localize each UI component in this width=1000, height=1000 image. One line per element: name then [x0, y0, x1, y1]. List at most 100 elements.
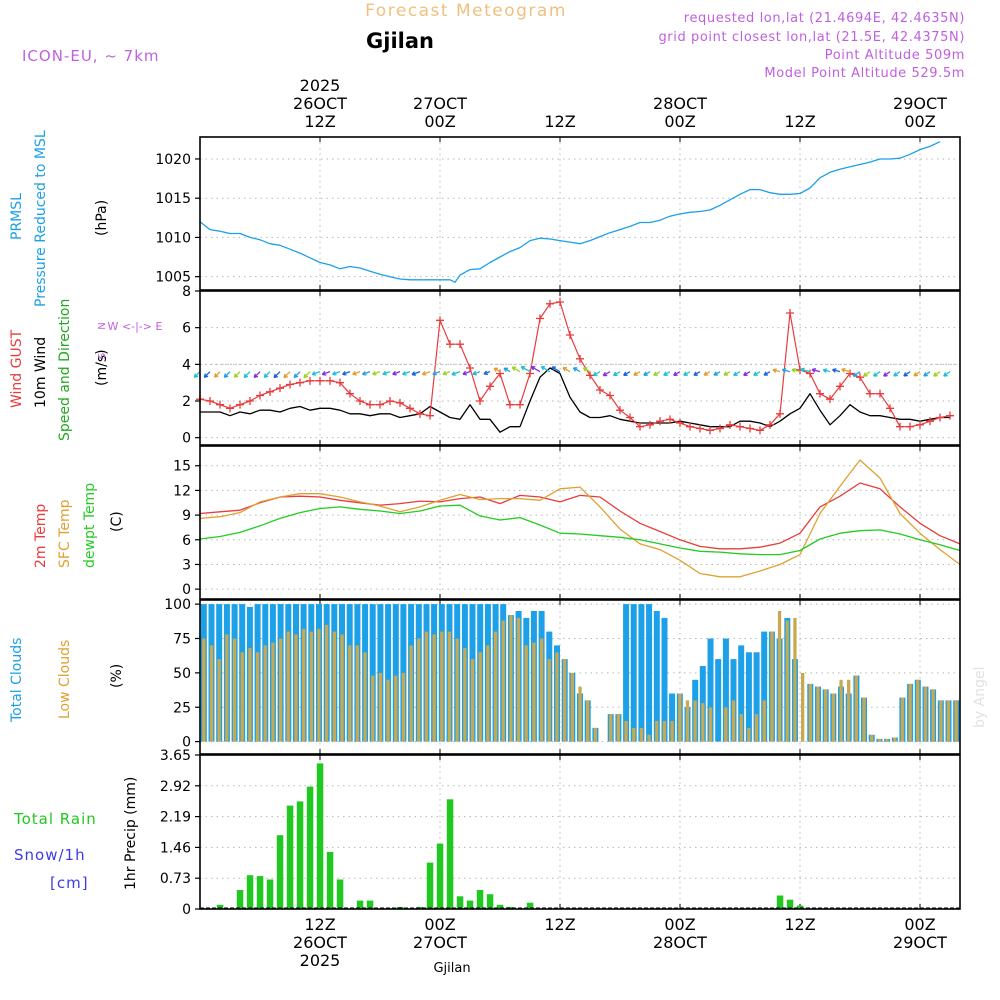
precip-bar	[296, 801, 304, 909]
low-cloud-bar	[271, 642, 275, 742]
low-cloud-bar	[355, 645, 359, 742]
low-cloud-bar	[463, 648, 467, 742]
gust-marker	[776, 409, 784, 418]
gust-marker	[856, 373, 864, 382]
low-cloud-bar	[708, 707, 713, 742]
wind-direction-arrow	[633, 371, 641, 376]
low-cloud-bar	[808, 683, 812, 742]
low-cloud-bar	[332, 631, 336, 742]
y-tick-label: 12	[173, 483, 191, 499]
model-label: ICON-EU, ~ 7km	[22, 47, 160, 65]
gust-marker	[566, 331, 574, 339]
top-time-label: 00Z	[664, 112, 695, 131]
footer-location: Gjilan	[433, 961, 470, 976]
low-cloud-bar	[670, 721, 674, 742]
gust-marker	[926, 417, 934, 426]
wind-direction-arrow	[193, 371, 201, 379]
low-cloud-bar	[586, 700, 590, 742]
gust-marker	[606, 391, 614, 400]
wind-direction-arrow	[442, 370, 451, 376]
gust-marker	[806, 369, 814, 378]
top-time-label: 12Z	[304, 112, 335, 131]
low-cloud-bar	[555, 652, 559, 742]
gust-marker	[936, 413, 944, 422]
temperature-frame	[199, 445, 961, 600]
gust-marker	[376, 400, 384, 409]
gust-marker	[416, 409, 424, 418]
precip-panel: 0 0.73 1.46 2.19 2.92 3.65 Total Rain Snow/1h [c…	[13, 748, 961, 918]
low-cloud-bar	[632, 727, 636, 742]
wind-direction-arrow	[893, 371, 901, 377]
wind-direction-arrow	[511, 366, 521, 373]
y-tick-label: 0	[182, 582, 191, 598]
wind-direction-arrow	[342, 370, 351, 376]
top-time-label: 26OCT	[293, 94, 347, 113]
low-cloud-bar	[793, 617, 797, 742]
gust-marker	[286, 380, 294, 389]
gust-line	[199, 301, 951, 431]
total-cloud-bar	[630, 604, 637, 742]
y-tick-label: 2.19	[160, 810, 191, 826]
wind-direction-arrow	[462, 370, 471, 376]
wind-direction-arrow	[673, 371, 681, 376]
header: Forecast Meteogram Gjilan ICON-EU, ~ 7km…	[22, 1, 988, 976]
compass-n: N	[97, 322, 108, 329]
low-cloud-bar	[801, 672, 805, 742]
pressure-panel: 1005 1010 1015 1020 PRMSL Pressure Reduced to…	[9, 130, 961, 307]
precip-bar	[246, 875, 254, 909]
wind-direction-arrow	[873, 371, 881, 377]
low-cloud-bar	[394, 675, 398, 742]
precip-bar	[256, 876, 264, 909]
precip-frame	[199, 754, 961, 910]
chart-title: Forecast Meteogram	[365, 1, 567, 21]
low-cloud-bar	[870, 734, 874, 742]
wind-direction-arrow	[321, 371, 331, 376]
gust-marker	[506, 400, 514, 409]
gust-marker	[366, 400, 374, 409]
y-tick-label: 1020	[155, 152, 191, 168]
wind-direction-arrow	[913, 371, 921, 377]
gust-marker	[816, 389, 824, 398]
total-cloud-bar	[753, 652, 760, 742]
total-cloud-bar	[738, 645, 745, 742]
low-cloud-bar	[739, 714, 743, 742]
gust-marker	[346, 389, 354, 398]
gust-marker	[446, 340, 454, 349]
low-cloud-bar	[424, 631, 429, 742]
gust-marker	[236, 400, 244, 409]
total-cloud-bar	[638, 604, 645, 742]
gust-marker	[686, 422, 694, 431]
wind-direction-arrow	[592, 371, 601, 377]
wind-direction-arrow	[693, 371, 701, 376]
bottom-time-label: 28OCT	[653, 933, 707, 952]
precip-bar	[436, 843, 444, 909]
wind-direction-arrow	[772, 368, 781, 373]
low-cloud-bar	[655, 721, 659, 742]
wind-direction-arrow	[402, 370, 411, 376]
y-tick-label: 75	[173, 632, 191, 648]
low-cloud-bar	[893, 737, 897, 742]
gust-marker	[756, 426, 764, 435]
wind-frame	[199, 290, 961, 446]
gust-marker	[716, 424, 724, 433]
gust-marker	[536, 314, 544, 323]
low-cloud-bar	[447, 631, 452, 742]
low-cloud-bar	[731, 700, 736, 742]
total-cloud-bar	[761, 631, 768, 742]
gust-marker	[466, 364, 474, 372]
wind-direction-arrow	[863, 371, 871, 377]
low-cloud-bar	[847, 679, 851, 742]
clouds-panel: 0 25 50 75 100 Total Clouds Low Clouds (%)	[9, 597, 961, 755]
wind-direction-arrow	[223, 371, 231, 379]
gust-marker	[516, 400, 524, 409]
wind-direction-arrow	[203, 371, 211, 379]
clouds-unit: (%)	[109, 664, 125, 688]
low-cloud-bar	[547, 659, 551, 742]
total-cloud-bar	[377, 604, 384, 742]
total-cloud-bar	[653, 611, 660, 742]
gust-marker	[786, 309, 794, 317]
low-cloud-bar	[916, 679, 920, 742]
low-cloud-bar	[785, 620, 789, 742]
